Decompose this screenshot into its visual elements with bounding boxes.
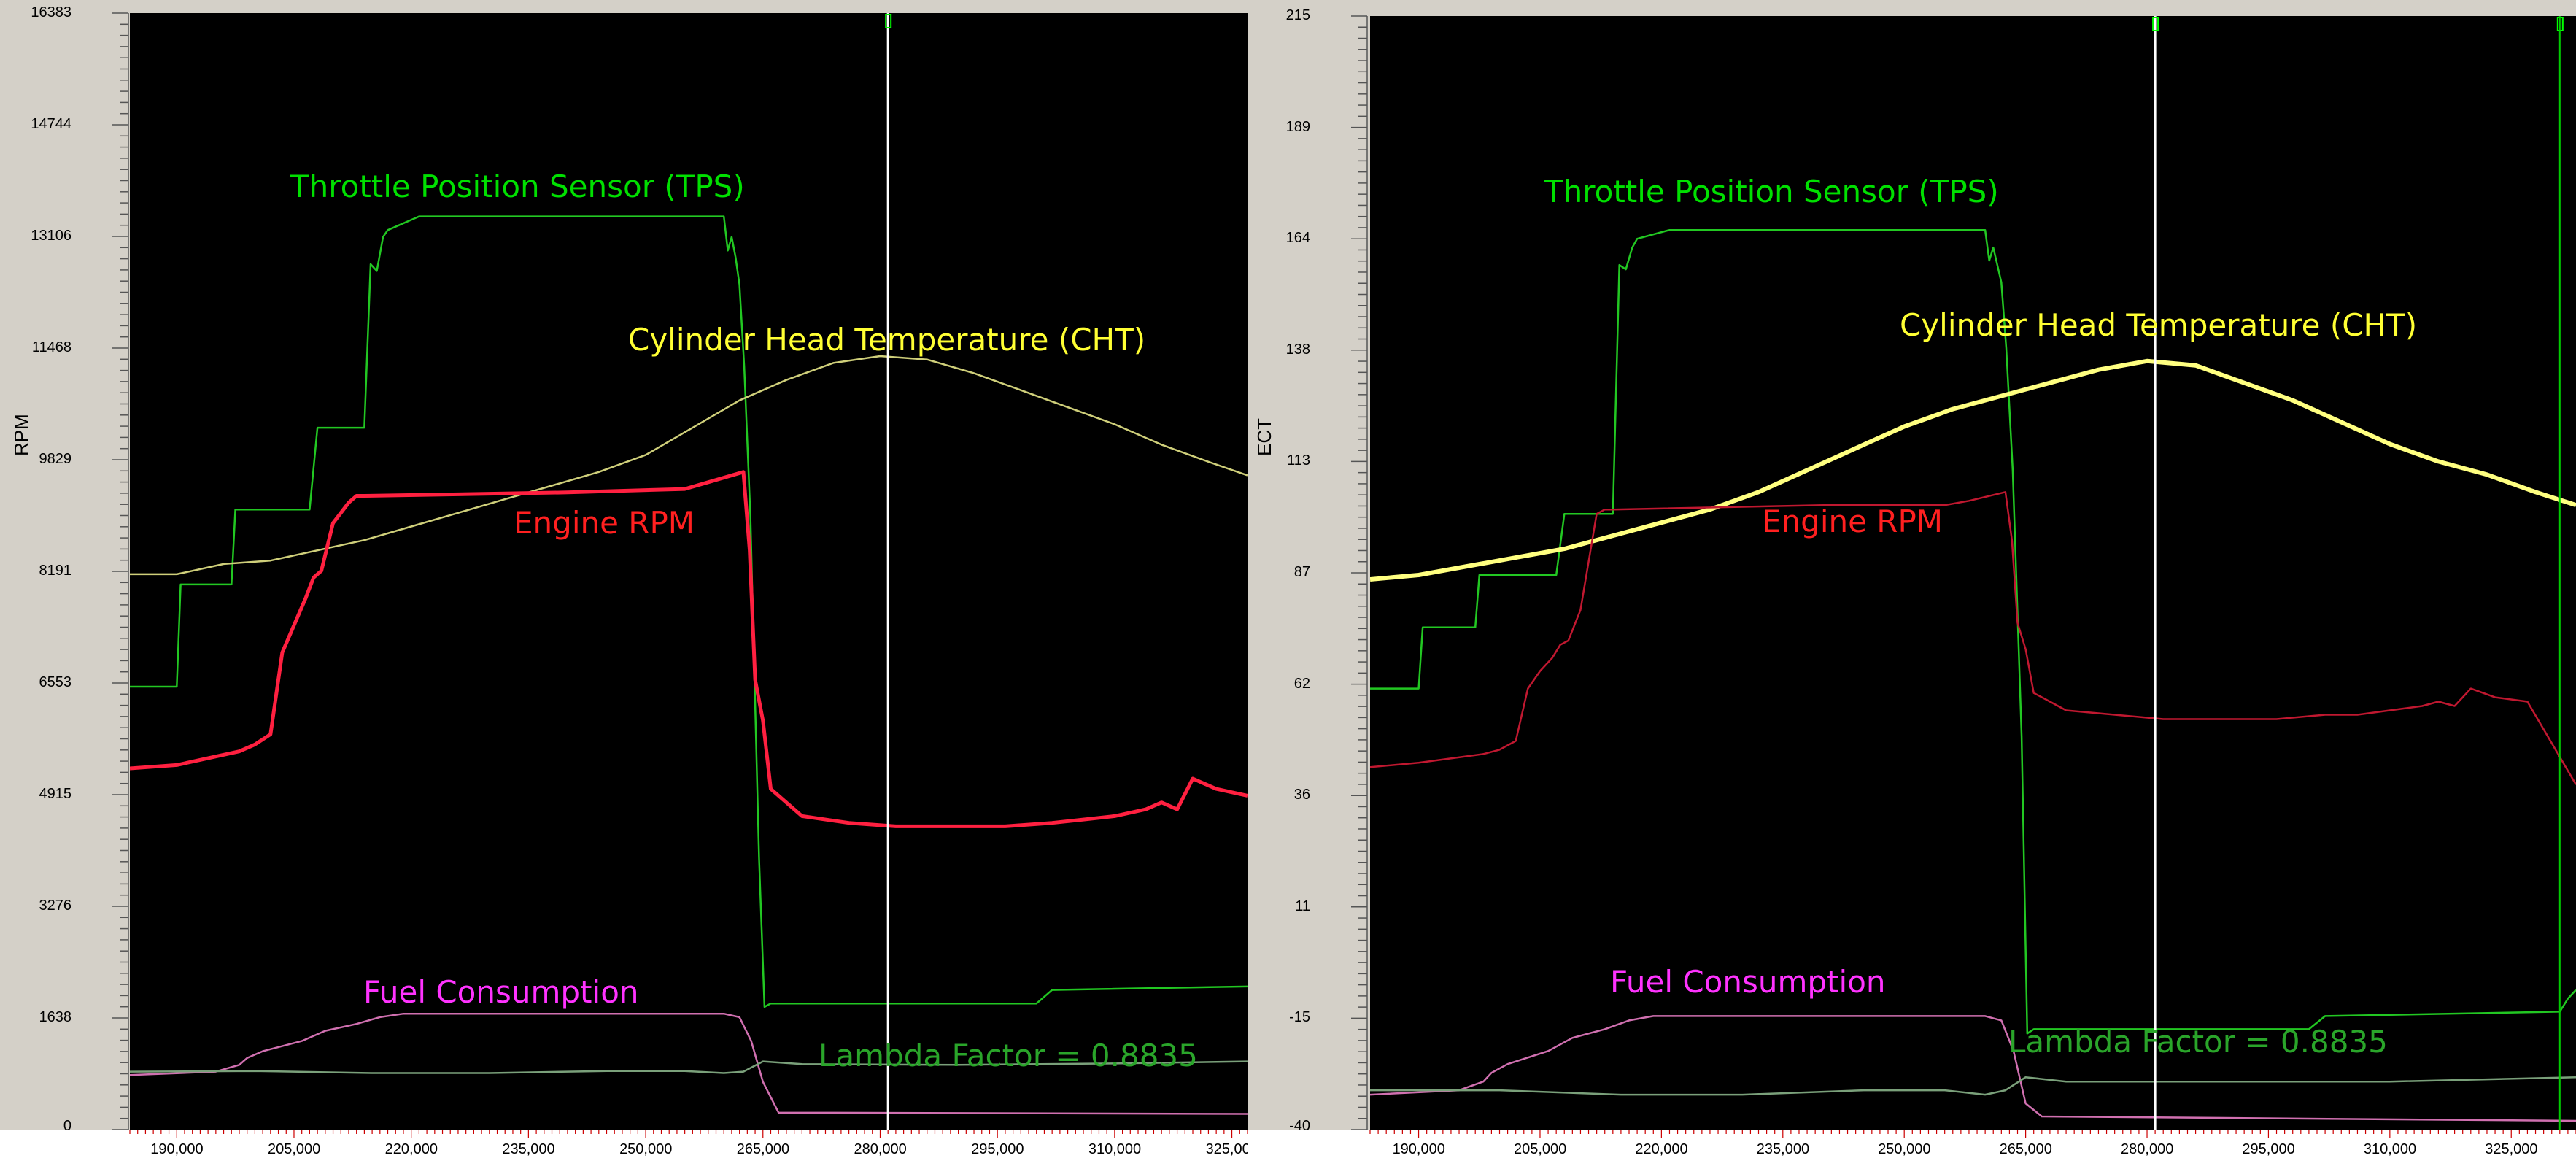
- cursor-line-handle[interactable]: [885, 14, 892, 28]
- series-line-rpm: [130, 470, 1248, 828]
- series-line-rpm: [1370, 491, 2576, 785]
- y-tick-label: 8191: [39, 563, 72, 579]
- series-line-lambda: [130, 1060, 1248, 1074]
- x-axis-strip: 190,000 205,000 220,000 235,000 250,000 265,0…: [1248, 1130, 2576, 1169]
- cursor-line-handle[interactable]: [2152, 17, 2159, 31]
- x-tick-label: 205,000: [1513, 1141, 1567, 1157]
- annotation-lambda: Lambda Factor = 0.8835: [819, 1038, 1198, 1073]
- x-tick-label: 325,000: [2485, 1141, 2538, 1157]
- y-axis-tickmarks: [1351, 15, 1368, 1130]
- chart-svg: Throttle Position Sensor (TPS) Cylinder H…: [1370, 16, 2576, 1130]
- annotation-lambda: Lambda Factor = 0.8835: [2008, 1024, 2388, 1060]
- x-tick-label: 205,000: [267, 1141, 321, 1157]
- y-tick-label: 9829: [39, 451, 72, 467]
- y-tick-label: 11468: [31, 339, 71, 355]
- x-tick-label: 280,000: [854, 1141, 907, 1157]
- annotation-rpm: Engine RPM: [1762, 504, 1943, 539]
- right-chart-panel: ECT 215 189 164 138 113 87 62 36 11 -15 -40 Thrott…: [1248, 0, 2576, 1169]
- x-tick-label: 190,000: [1392, 1141, 1445, 1157]
- x-tick-label: 310,000: [2363, 1141, 2417, 1157]
- y-tick-label: 4915: [39, 786, 72, 802]
- plot-area[interactable]: Throttle Position Sensor (TPS) Cylinder H…: [130, 13, 1248, 1130]
- y-axis-strip: RPM 16383 14744 13106 11468 9829 8191 6553 4915…: [0, 0, 131, 1169]
- x-tick-label: 295,000: [971, 1141, 1024, 1157]
- x-tick-label: 265,000: [1999, 1141, 2052, 1157]
- y-tick-label: 14744: [31, 116, 71, 132]
- y-axis-tickmarks: [112, 12, 129, 1130]
- y-tick-label: 164: [1285, 230, 1310, 247]
- x-tick-label: 235,000: [502, 1141, 555, 1157]
- series-line-cht: [130, 355, 1248, 576]
- y-tick-label: 62: [1293, 675, 1310, 692]
- y-tick-label: 189: [1285, 118, 1310, 135]
- series-line-tps: [1370, 228, 2576, 1035]
- x-tick-label: 220,000: [1635, 1141, 1688, 1157]
- y-tick-label: 13106: [31, 228, 71, 244]
- y-tick-label: 215: [1285, 7, 1310, 23]
- x-tick-label: 220,000: [384, 1141, 438, 1157]
- annotation-tps: Throttle Position Sensor (TPS): [290, 169, 745, 204]
- y-tick-label: 36: [1293, 787, 1310, 803]
- series-line-fuel: [130, 1012, 1248, 1115]
- x-tick-label: 280,000: [2121, 1141, 2174, 1157]
- annotation-fuel: Fuel Consumption: [1610, 964, 1886, 1000]
- annotation-cht: Cylinder Head Temperature (CHT): [1900, 307, 2417, 343]
- y-tick-label: 87: [1293, 564, 1310, 580]
- plot-area[interactable]: Throttle Position Sensor (TPS) Cylinder H…: [1370, 16, 2576, 1130]
- y-tick-label: 138: [1285, 341, 1310, 358]
- annotation-fuel: Fuel Consumption: [363, 974, 639, 1010]
- series-line-lambda: [1370, 1076, 2576, 1096]
- x-tick-label: 295,000: [2242, 1141, 2295, 1157]
- y-tick-label: 11: [1295, 898, 1310, 914]
- left-chart-panel: RPM 16383 14744 13106 11468 9829 8191 6553 4915…: [0, 0, 1248, 1169]
- y-tick-label: -15: [1289, 1009, 1310, 1026]
- y-tick-label: 6553: [39, 674, 72, 690]
- y-axis-label: RPM: [10, 414, 32, 456]
- series-line-fuel: [1370, 1015, 2576, 1122]
- y-tick-label: 3276: [39, 898, 72, 914]
- y-axis-label: ECT: [1253, 418, 1275, 456]
- x-axis-tickmarks: [1369, 1130, 2576, 1138]
- x-axis-strip: 190,000 205,000 220,000 235,000 250,000 265,0…: [0, 1130, 1248, 1169]
- x-tick-label: 310,000: [1088, 1141, 1142, 1157]
- y-tick-label: 113: [1287, 452, 1310, 469]
- x-tick-label: 265,000: [736, 1141, 790, 1157]
- annotation-tps: Throttle Position Sensor (TPS): [1544, 174, 1999, 209]
- x-axis-tickmarks: [129, 1130, 1248, 1138]
- y-tick-label: 1638: [39, 1009, 72, 1025]
- x-tick-label: 250,000: [1878, 1141, 1931, 1157]
- annotation-cht: Cylinder Head Temperature (CHT): [628, 322, 1145, 358]
- chart-svg: Throttle Position Sensor (TPS) Cylinder H…: [130, 13, 1248, 1130]
- x-tick-label: 190,000: [150, 1141, 204, 1157]
- y-tick-label: 16383: [31, 4, 71, 20]
- annotation-rpm: Engine RPM: [514, 505, 695, 541]
- x-tick-label: 325,000: [1205, 1141, 1248, 1157]
- series-line-cht: [1370, 358, 2576, 582]
- y-axis-strip: ECT 215 189 164 138 113 87 62 36 11 -15 -40: [1248, 0, 1370, 1169]
- x-tick-label: 250,000: [619, 1141, 673, 1157]
- x-tick-label: 235,000: [1756, 1141, 1810, 1157]
- series-line-tps: [130, 215, 1248, 1008]
- y-tick-label: 0: [63, 1118, 71, 1134]
